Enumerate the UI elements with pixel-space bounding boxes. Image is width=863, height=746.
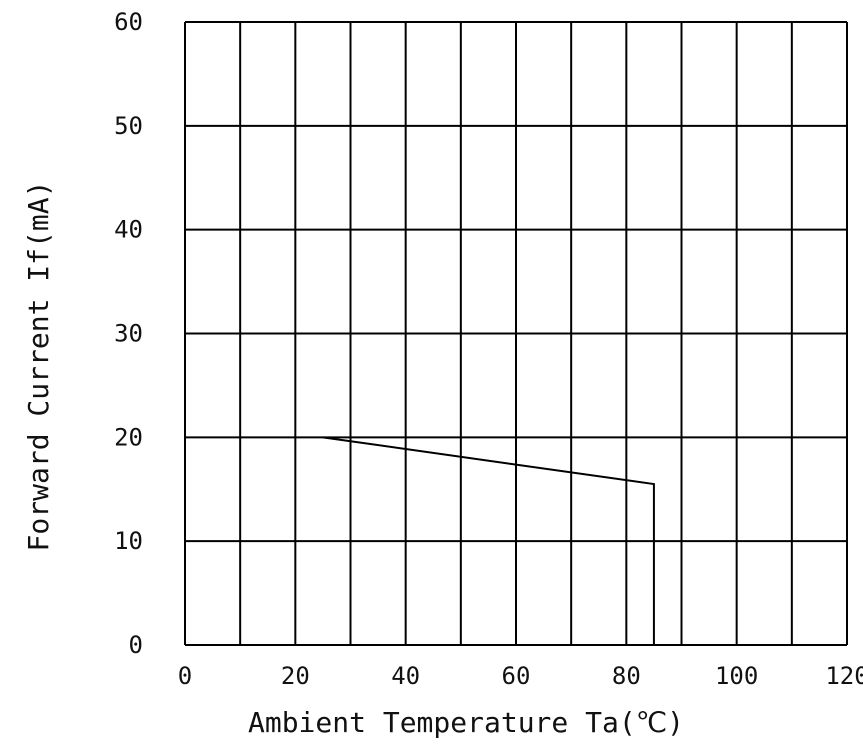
x-tick-label-100: 100 xyxy=(715,662,758,690)
x-tick-label-0: 0 xyxy=(178,662,192,690)
y-tick-label-10: 10 xyxy=(114,527,143,555)
y-axis-ticks: 0 10 20 30 40 50 60 xyxy=(114,8,143,659)
x-tick-label-80: 80 xyxy=(612,662,641,690)
y-tick-label-40: 40 xyxy=(114,216,143,244)
x-tick-label-40: 40 xyxy=(391,662,420,690)
plot-area xyxy=(322,436,655,645)
x-tick-label-120: 120 xyxy=(825,662,863,690)
x-tick-label-20: 20 xyxy=(281,662,310,690)
series-line-0 xyxy=(322,436,655,645)
grid xyxy=(184,21,848,646)
x-axis-title: Ambient Temperature Ta(℃) xyxy=(248,706,684,739)
y-tick-label-30: 30 xyxy=(114,320,143,348)
x-tick-label-60: 60 xyxy=(502,662,531,690)
x-axis-ticks: 0 20 40 60 80 100 120 xyxy=(178,662,863,690)
y-tick-label-50: 50 xyxy=(114,112,143,140)
y-tick-label-20: 20 xyxy=(114,423,143,451)
y-axis-title: Forward Current If(mA) xyxy=(22,181,55,552)
y-tick-label-60: 60 xyxy=(114,8,143,36)
y-tick-label-0: 0 xyxy=(129,631,143,659)
